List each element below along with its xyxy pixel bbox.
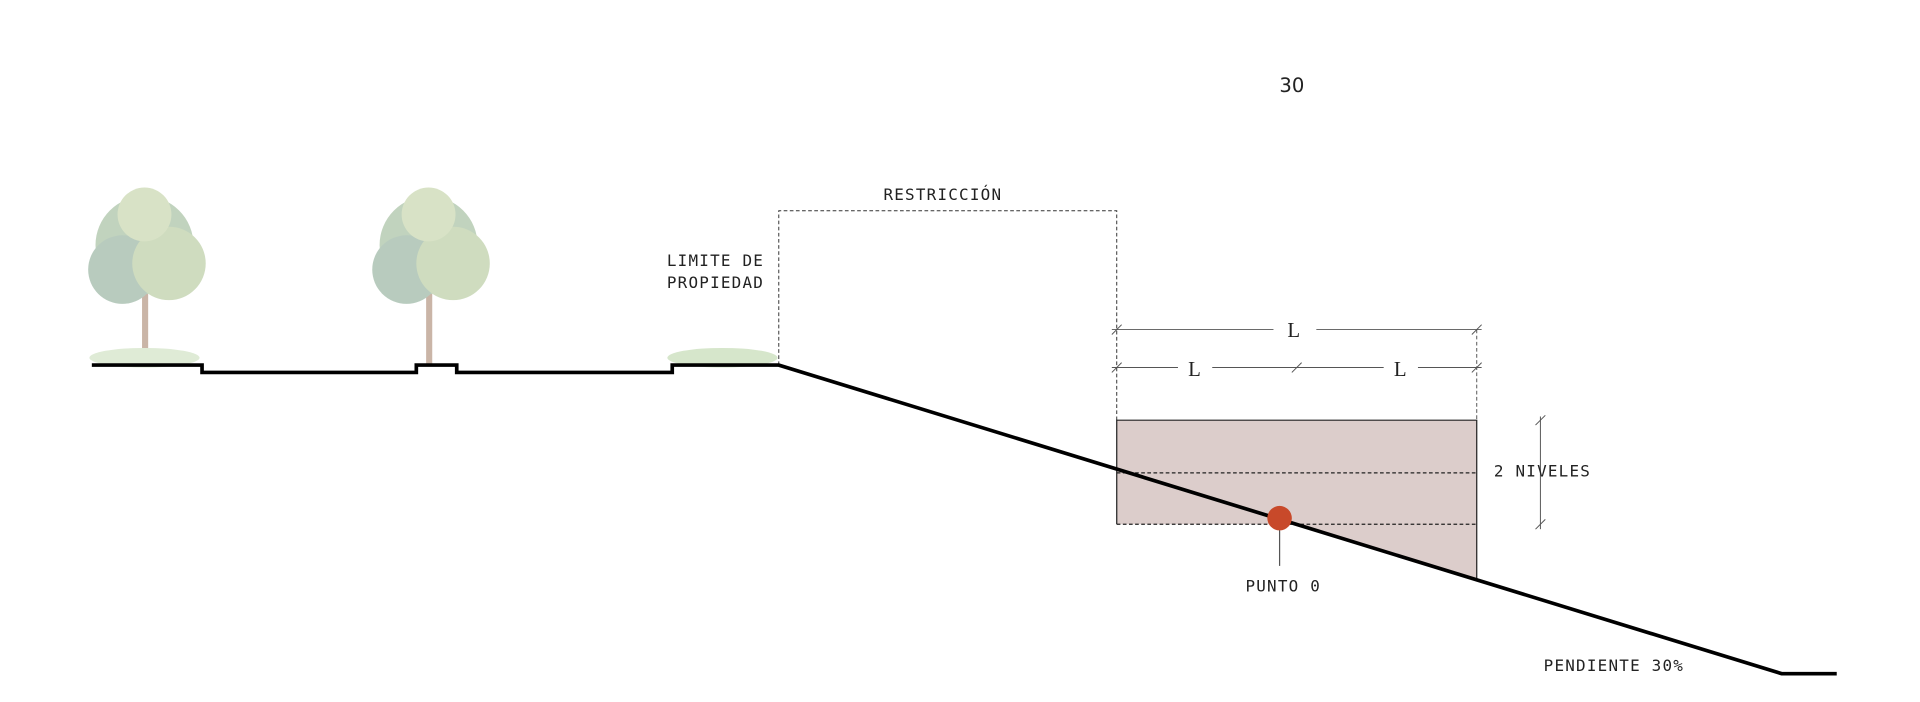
- point-zero: [1267, 505, 1292, 531]
- dimension-lines: [1111, 324, 1546, 530]
- shrub: [667, 347, 778, 368]
- dimension-label: L: [1394, 357, 1408, 381]
- levels-label: 2 NIVELES: [1494, 462, 1591, 481]
- point-zero-label: PUNTO 0: [1245, 577, 1321, 596]
- tree: [372, 187, 490, 366]
- property-limit-label: PROPIEDAD: [667, 273, 764, 292]
- dimension-label: L: [1188, 357, 1202, 381]
- page-number: 30: [1279, 74, 1304, 97]
- ground-line: [91, 363, 1837, 676]
- restriction-label: RESTRICCIÓN: [883, 185, 1002, 204]
- slope-label: PENDIENTE 30%: [1544, 656, 1684, 675]
- building: [1116, 420, 1477, 580]
- restriction-line: [778, 210, 1118, 421]
- property-limit-label: LIMITE DE: [667, 251, 764, 270]
- tree: [88, 187, 206, 368]
- dimension-label: L: [1287, 318, 1301, 342]
